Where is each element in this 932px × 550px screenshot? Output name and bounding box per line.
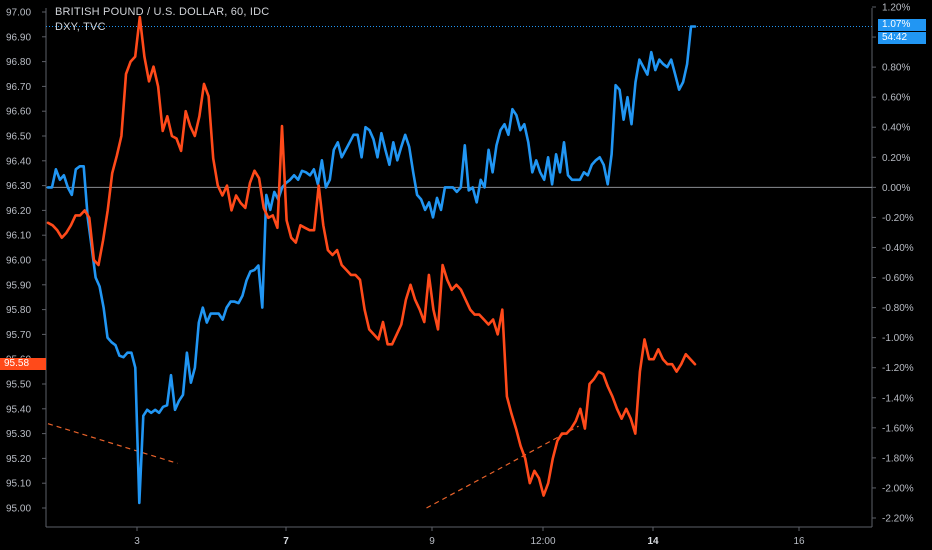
right-tick-label: 0.20% [882,153,910,164]
left-tick-label: 96.40 [6,156,31,167]
left-tick-label: 95.90 [6,280,31,291]
right-tick-label: -0.20% [882,213,914,224]
left-tick-label: 95.30 [6,429,31,440]
chart-title: BRITISH POUND / U.S. DOLLAR, 60, IDC [55,6,270,18]
right-pct-badge: 1.07% [878,19,926,31]
trendline-2 [426,425,579,509]
right-tick-label: -1.00% [882,333,914,344]
left-tick-label: 96.60 [6,107,31,118]
chart-subtitle: DXY, TVC [55,21,106,33]
chart-axes [45,8,873,528]
left-tick-label: 95.40 [6,404,31,415]
left-tick-label: 95.50 [6,380,31,391]
right-tick-label: -0.60% [882,273,914,284]
left-tick-label: 96.80 [6,57,31,68]
right-tick-label: 0.40% [882,123,910,134]
x-tick-label: 16 [793,536,805,547]
left-tick-label: 96.90 [6,32,31,43]
right-tick-label: -1.80% [882,453,914,464]
gbp-usd-line [46,25,697,505]
left-tick-label: 95.20 [6,454,31,465]
left-tick-label: 96.10 [6,231,31,242]
left-tick-label: 95.70 [6,330,31,341]
left-tick-label: 96.70 [6,82,31,93]
trendline-1 [47,423,178,464]
x-tick-label: 3 [134,536,140,547]
dxy-line [46,15,697,497]
right-tick-label: -2.00% [882,483,914,494]
right-tick-label: -2.20% [882,514,914,525]
left-tick-label: 96.50 [6,132,31,143]
x-tick-label: 14 [647,536,659,547]
countdown-badge: 54:42 [878,32,926,44]
x-tick-label: 9 [429,536,435,547]
left-tick-label: 96.30 [6,181,31,192]
right-tick-label: 1.20% [882,3,910,14]
left-tick-label: 95.10 [6,479,31,490]
right-tick-label: 0.80% [882,63,910,74]
left-tick-label: 96.20 [6,206,31,217]
left-tick-label: 97.00 [6,8,31,19]
left-price-badge: 95.58 [0,358,46,370]
left-tick-label: 95.80 [6,305,31,316]
right-tick-label: -1.60% [882,423,914,434]
right-tick-label: 0.00% [882,183,910,194]
left-tick-label: 95.00 [6,504,31,515]
x-tick-label: 7 [283,536,289,547]
right-tick-label: 0.60% [882,93,910,104]
right-tick-label: -0.80% [882,303,914,314]
left-tick-label: 96.00 [6,256,31,267]
chart-series [46,15,697,509]
x-tick-label: 12:00 [530,536,555,547]
right-tick-label: -0.40% [882,243,914,254]
right-tick-label: -1.20% [882,363,914,374]
right-tick-label: -1.40% [882,393,914,404]
